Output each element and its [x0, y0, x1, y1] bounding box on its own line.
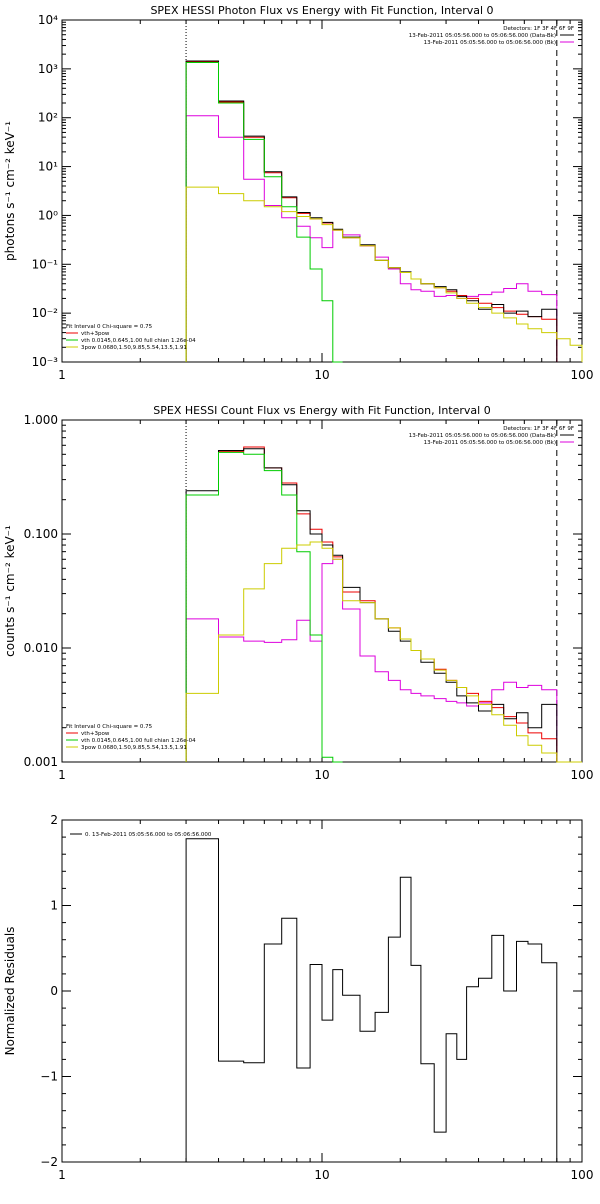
series-fit_red: [185, 61, 558, 362]
series-bk: [185, 115, 558, 362]
legend-left-entry: 0. 13-Feb-2011 05:05:56.000 to 05:06:56.…: [85, 832, 212, 838]
legend-left-entry: 3pow 0.0680,1.50,9.85,5.54,13.5,1.91: [81, 745, 187, 751]
y-tick-label: 1.000: [24, 413, 58, 427]
legend-left-entry: vth 0.0145,0.645,1.00 full chian 1.26e-0…: [81, 338, 196, 344]
y-axis-label: counts s⁻¹ cm⁻² keV⁻¹: [3, 525, 17, 657]
y-axis-label: Normalized Residuals: [3, 927, 17, 1056]
y-axis-label: photons s⁻¹ cm⁻² keV⁻¹: [3, 121, 17, 261]
series-vth: [185, 451, 343, 763]
legend-right-entry: Detectors: 1F 3F 4F 6F 9F: [503, 426, 574, 432]
y-tick-label: 10⁴: [38, 13, 58, 27]
y-tick-label: −2: [40, 1155, 58, 1169]
x-tick-label: 10: [314, 368, 329, 382]
y-tick-label: 10⁻³: [32, 355, 59, 369]
series-resid: [185, 838, 558, 1162]
y-tick-label: 0: [50, 984, 58, 998]
x-tick-label: 100: [571, 368, 594, 382]
x-tick-label: 1: [58, 768, 66, 782]
y-tick-label: 10¹: [38, 160, 58, 174]
legend-right-entry: 13-Feb-2011 05:05:56.000 to 05:06:56.000…: [409, 433, 556, 439]
y-tick-label: 10³: [38, 62, 58, 76]
series-pow: [185, 541, 582, 763]
legend-left-entry: vth 0.0145,0.645,1.00 full chian 1.26e-0…: [81, 738, 196, 744]
y-tick-label: 10⁻¹: [32, 257, 59, 271]
legend-left-entry: Fit Interval 0 Chi-square = 0.75: [66, 324, 153, 330]
x-tick-label: 100: [571, 768, 594, 782]
legend-left-entry: vth+3pow: [81, 331, 110, 337]
y-tick-label: 10⁻²: [32, 306, 59, 320]
y-tick-label: 0.001: [24, 755, 58, 769]
y-tick-label: 0.100: [24, 527, 58, 541]
legend-left-entry: Fit Interval 0 Chi-square = 0.75: [66, 724, 153, 730]
x-tick-label: 100: [571, 1168, 594, 1182]
legend-right-entry: 13-Feb-2011 05:05:56.000 to 05:06:56.000…: [424, 440, 556, 446]
chart-title: SPEX HESSI Photon Flux vs Energy with Fi…: [150, 4, 493, 17]
legend-left-entry: vth+3pow: [81, 731, 110, 737]
x-tick-label: 1: [58, 1168, 66, 1182]
series-vth: [185, 62, 343, 363]
legend-right-entry: 13-Feb-2011 05:05:56.000 to 05:06:56.000…: [424, 40, 556, 46]
legend-right-entry: 13-Feb-2011 05:05:56.000 to 05:06:56.000…: [409, 33, 556, 39]
series-pow: [185, 186, 583, 362]
y-tick-label: 10⁰: [38, 208, 58, 222]
series-bk: [185, 558, 558, 762]
y-tick-label: 2: [50, 813, 58, 827]
y-tick-label: −1: [40, 1070, 58, 1084]
legend-right-entry: Detectors: 1F 3F 4F 6F 9F: [503, 26, 574, 32]
x-tick-label: 10: [314, 768, 329, 782]
x-tick-label: 1: [58, 368, 66, 382]
legend-left-entry: 3pow 0.0680,1.50,9.85,5.54,13.5,1.91: [81, 345, 187, 351]
y-tick-label: 10²: [38, 111, 58, 125]
y-tick-label: 1: [50, 899, 58, 913]
x-tick-label: 10: [314, 1168, 329, 1182]
y-tick-label: 0.010: [24, 641, 58, 655]
series-data: [185, 60, 558, 362]
chart-title: SPEX HESSI Count Flux vs Energy with Fit…: [153, 404, 490, 417]
